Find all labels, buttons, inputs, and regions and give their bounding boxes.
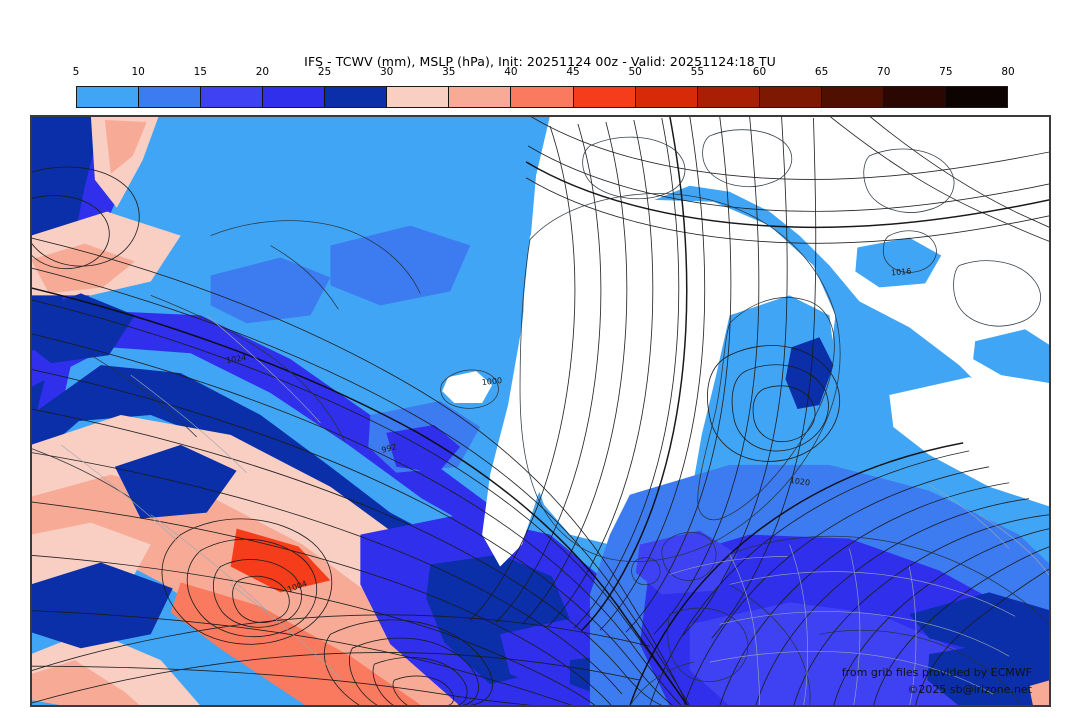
colorbar-band-45-50 — [573, 87, 636, 107]
colorbar-band-25-30 — [325, 87, 388, 107]
colorbar-band-10-15 — [139, 87, 202, 107]
colorbar-band-35-40 — [449, 87, 512, 107]
colorbar-band-65-70 — [821, 87, 884, 107]
colorbar-tick-labels: 5 10 15 20 25 30 35 40 45 50 55 60 65 70 75 80 — [72, 66, 1015, 82]
colorbar-band-40-45 — [511, 87, 574, 107]
colorbar-tick-75: 75 — [939, 66, 953, 78]
colorbar-bands — [76, 86, 1008, 108]
colorbar-band-20-25 — [263, 87, 326, 107]
colorbar-band-50-55 — [635, 87, 698, 107]
colorbar-tick-60: 60 — [752, 66, 767, 78]
colorbar-tick-5: 5 — [72, 66, 80, 78]
colorbar-band-5-10 — [77, 87, 140, 107]
colorbar-tick-30: 30 — [379, 66, 394, 78]
colorbar-tick-65: 65 — [814, 66, 829, 78]
colorbar-band-70-75 — [883, 87, 946, 107]
isobar-label: 1000 — [481, 376, 502, 387]
isobar-label: 992 — [381, 442, 398, 454]
colorbar-tick-40: 40 — [504, 66, 518, 78]
colorbar-tick-35: 35 — [442, 66, 456, 78]
colorbar-tick-80: 80 — [1001, 66, 1015, 78]
colorbar-tick-50: 50 — [628, 66, 642, 78]
colorbar-tick-45: 45 — [566, 66, 580, 78]
colorbar-tick-25: 25 — [317, 66, 332, 78]
colorbar-tick-70: 70 — [877, 66, 891, 78]
isobar-label: 1016 — [891, 267, 912, 278]
colorbar-band-60-65 — [759, 87, 822, 107]
colorbar-tick-10: 10 — [131, 66, 145, 78]
colorbar-tick-20: 20 — [255, 66, 270, 78]
colorbar: 5 10 15 20 25 30 35 40 45 50 55 60 65 70 75 80 — [73, 66, 1015, 108]
colorbar-tick-55: 55 — [690, 66, 705, 78]
chart-title: IFS - TCWV (mm), MSLP (hPa), Init: 20251… — [304, 54, 776, 69]
colorbar-band-55-60 — [697, 87, 760, 107]
isobar-label: 1020 — [789, 476, 810, 488]
colorbar-band-15-20 — [201, 87, 264, 107]
colorbar-tick-15: 15 — [193, 66, 207, 78]
colorbar-band-30-35 — [387, 87, 450, 107]
colorbar-band-75-80 — [945, 87, 1007, 107]
isobar-label: 1024 — [226, 353, 247, 365]
map-plot-area: 1024 1000 992 1016 1004 1020 1012 from g… — [30, 115, 1051, 707]
map-svg: 1024 1000 992 1016 1004 1020 1012 — [31, 116, 1050, 706]
